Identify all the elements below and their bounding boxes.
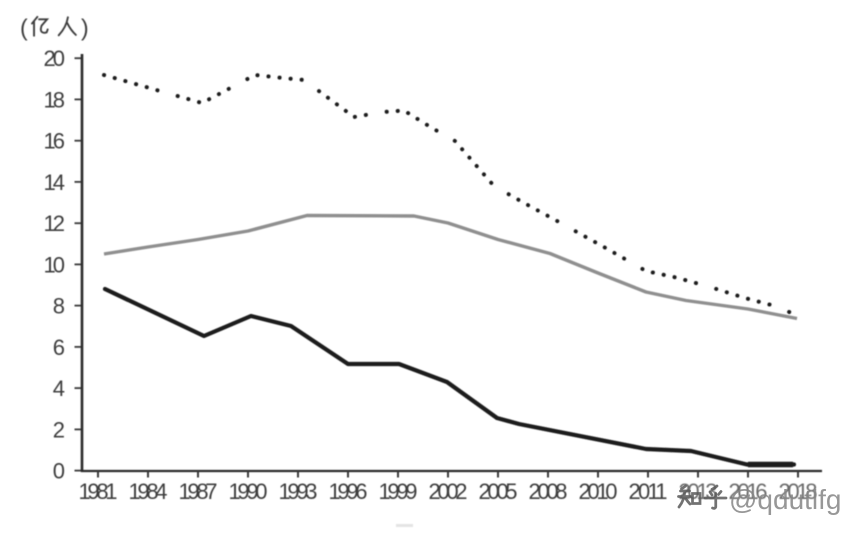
svg-text:1987: 1987 (179, 479, 218, 504)
svg-text:2018: 2018 (779, 479, 818, 504)
svg-text:1984: 1984 (129, 479, 168, 504)
svg-text:10: 10 (44, 252, 66, 277)
svg-text:1999: 1999 (379, 479, 418, 504)
svg-text:0: 0 (53, 459, 65, 484)
svg-text:1981: 1981 (79, 479, 118, 504)
svg-text:2016: 2016 (729, 479, 768, 504)
svg-text:2011: 2011 (629, 479, 668, 504)
svg-text:2: 2 (53, 417, 65, 442)
svg-text:6: 6 (53, 335, 65, 360)
svg-text:18: 18 (44, 87, 66, 112)
svg-text:2010: 2010 (579, 479, 618, 504)
svg-text:2002: 2002 (429, 479, 468, 504)
svg-text:1996: 1996 (329, 479, 368, 504)
svg-text:2008: 2008 (529, 479, 568, 504)
svg-text:20: 20 (44, 46, 66, 71)
svg-text:@qdutlfg: @qdutlfg (729, 484, 842, 515)
svg-text:14: 14 (44, 170, 66, 195)
svg-text:8: 8 (53, 294, 65, 319)
svg-text:12: 12 (44, 211, 66, 236)
svg-text:4: 4 (53, 376, 65, 401)
svg-text:(: ( (20, 15, 28, 41)
svg-text:16: 16 (44, 129, 66, 154)
svg-text:2005: 2005 (479, 479, 518, 504)
svg-text:): ) (81, 15, 89, 41)
svg-text:1990: 1990 (229, 479, 268, 504)
svg-text:1993: 1993 (279, 479, 318, 504)
